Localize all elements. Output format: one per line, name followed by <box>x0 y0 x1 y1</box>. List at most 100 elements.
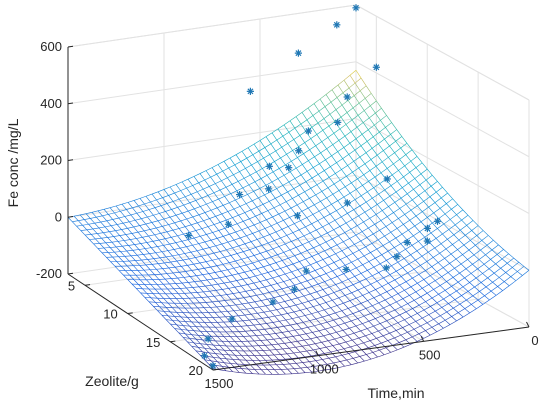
surface-line <box>373 263 381 268</box>
surface-line <box>236 350 242 356</box>
surface-line <box>219 186 227 191</box>
surface-line <box>304 355 312 358</box>
surface-line <box>351 318 358 322</box>
surface-line <box>299 333 307 336</box>
surface-line <box>283 326 289 332</box>
surface-line <box>345 124 352 132</box>
surface-line <box>300 310 306 316</box>
surface-line <box>320 321 328 325</box>
surface-line <box>456 286 464 292</box>
surface-line <box>371 333 377 339</box>
surface-line <box>410 313 418 317</box>
surface-line <box>199 317 205 323</box>
surface-line <box>230 193 236 201</box>
surface-line <box>336 244 343 251</box>
surface-line <box>133 198 141 201</box>
surface-line <box>369 112 376 119</box>
surface-line <box>253 191 259 199</box>
surface-line <box>276 135 284 141</box>
surface-line <box>292 316 299 319</box>
surface-line <box>217 361 223 367</box>
surface-line <box>123 274 128 280</box>
surface-line <box>414 225 420 232</box>
surface-line <box>359 156 366 165</box>
surface-line <box>389 270 397 275</box>
data-point <box>334 118 342 127</box>
surface-line <box>412 274 420 279</box>
surface-line <box>324 368 332 371</box>
surface-line <box>187 329 192 335</box>
surface-line <box>332 190 340 195</box>
surface-line <box>326 345 333 348</box>
surface-line <box>222 264 228 270</box>
surface-line <box>167 250 173 257</box>
surface-line <box>381 315 387 321</box>
surface-line <box>434 243 442 249</box>
surface-line <box>265 181 273 186</box>
surface-line <box>113 236 119 242</box>
surface-line <box>295 304 301 311</box>
surface-line <box>416 250 423 257</box>
surface-line <box>273 297 279 304</box>
surface-line <box>283 175 290 183</box>
surface-line <box>300 308 307 311</box>
surface-line <box>178 198 184 206</box>
surface-line <box>512 262 520 268</box>
surface-line <box>90 218 95 224</box>
surface-line <box>515 275 523 281</box>
surface-line <box>382 245 389 252</box>
surface-line <box>246 158 252 166</box>
surface-line <box>238 273 244 280</box>
surface-line <box>384 325 392 329</box>
surface-line <box>399 314 405 320</box>
surface-line <box>455 258 462 265</box>
surface-line <box>383 200 389 207</box>
surface-line <box>472 264 478 270</box>
surface-line <box>456 316 464 322</box>
surface-line <box>251 345 257 351</box>
surface-line <box>423 309 430 315</box>
surface-line <box>336 305 342 311</box>
surface-line <box>126 250 133 252</box>
surface-line <box>324 278 332 282</box>
surface-line <box>501 258 508 264</box>
surface-line <box>178 254 184 261</box>
surface-line <box>276 364 282 370</box>
surface-line <box>442 233 448 240</box>
surface-line <box>307 367 312 373</box>
surface-line <box>200 343 205 349</box>
surface-line <box>476 230 484 236</box>
surface-line <box>221 311 228 313</box>
data-point-stroke <box>333 21 340 28</box>
surface-line <box>239 346 244 352</box>
surface-line <box>291 161 297 169</box>
surface-line <box>109 205 117 208</box>
surface-line <box>192 185 198 192</box>
surface-line <box>517 271 523 276</box>
surface-line <box>446 307 454 313</box>
surface-line <box>131 270 137 276</box>
surface-line <box>218 256 225 260</box>
surface-line <box>115 246 121 252</box>
surface-line <box>143 253 150 255</box>
surface-line <box>275 229 283 233</box>
surface-line <box>195 338 201 344</box>
surface-line <box>414 173 422 179</box>
data-point-stroke <box>247 88 254 95</box>
surface-line <box>305 333 311 339</box>
surface-line <box>440 311 447 316</box>
surface-line <box>284 210 290 218</box>
surface-line <box>461 214 469 221</box>
surface-line <box>269 234 275 241</box>
surface-line <box>297 266 305 270</box>
surface-line <box>203 291 209 298</box>
surface-line <box>108 212 115 215</box>
surface-line <box>373 131 380 138</box>
surface-line <box>180 316 186 322</box>
surface-line <box>276 307 284 310</box>
surface-line <box>221 353 229 356</box>
surface-line <box>80 229 87 231</box>
surface-line <box>303 295 309 302</box>
surface-line <box>320 235 327 243</box>
surface-line <box>327 232 333 240</box>
